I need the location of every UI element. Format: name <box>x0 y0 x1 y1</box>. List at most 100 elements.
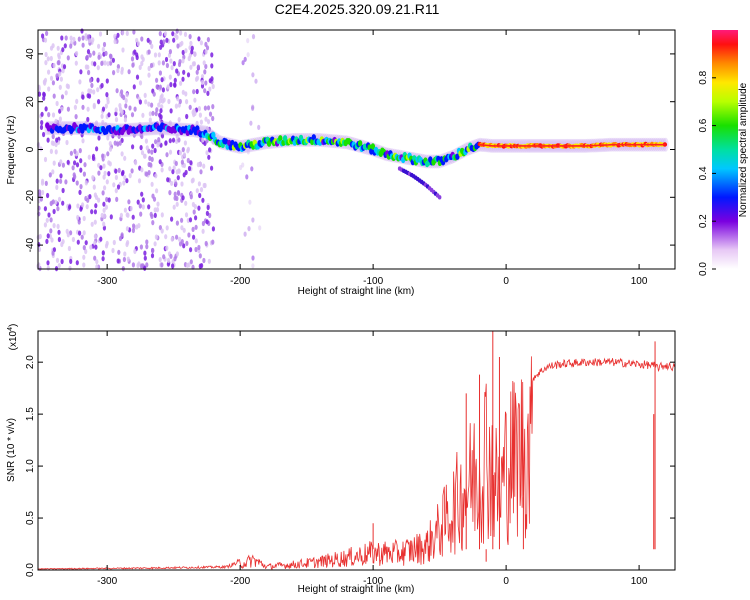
spectrogram-y-label: Frequency (Hz) <box>6 116 17 185</box>
noise-blob <box>105 179 109 185</box>
noise-blob <box>187 262 191 268</box>
noise-blob <box>93 192 97 198</box>
noise-blob <box>73 148 77 154</box>
noise-blob <box>114 111 118 117</box>
noise-blob <box>183 140 187 146</box>
noise-blob <box>106 96 110 102</box>
noise-blob <box>68 204 72 210</box>
noise-blob <box>157 60 161 66</box>
noise-blob <box>161 60 165 66</box>
noise-blob <box>193 97 197 103</box>
noise-blob <box>81 202 85 208</box>
noise-blob <box>188 217 193 223</box>
noise-blob <box>205 219 209 225</box>
noise-blob <box>77 36 81 42</box>
noise-blob <box>157 102 161 108</box>
noise-blob <box>107 171 111 177</box>
noise-blob <box>93 61 97 67</box>
noise-blob <box>197 205 201 211</box>
noise-blob <box>124 98 128 104</box>
noise-blob <box>138 99 142 105</box>
noise-blob <box>204 41 208 48</box>
snr-scale-exponent: 4 <box>7 327 14 331</box>
noise-blob <box>126 256 130 262</box>
noise-blob <box>94 203 98 209</box>
noise-blob <box>204 80 208 86</box>
noise-blob <box>101 250 105 256</box>
y-tick-label: 0.5 <box>25 511 36 525</box>
noise-blob <box>131 214 135 220</box>
noise-blob <box>210 165 214 171</box>
noise-blob <box>254 78 258 84</box>
noise-blob <box>43 222 48 228</box>
noise-blob <box>162 254 166 260</box>
noise-blob <box>46 233 50 239</box>
noise-blob <box>92 104 96 110</box>
noise-blob <box>38 192 42 198</box>
noise-blob <box>78 79 82 85</box>
noise-blob <box>188 104 192 110</box>
noise-blob <box>160 262 164 268</box>
noise-blob <box>117 167 121 173</box>
noise-blob <box>55 184 59 190</box>
noise-blob <box>147 49 151 55</box>
noise-blob <box>122 180 126 186</box>
noise-blob <box>161 87 165 93</box>
noise-blob <box>147 65 151 72</box>
noise-blob <box>82 171 86 177</box>
noise-blob <box>180 217 184 223</box>
noise-blob <box>114 174 118 181</box>
noise-blob <box>133 106 137 112</box>
noise-blob <box>160 133 165 139</box>
noise-blob <box>155 107 159 113</box>
noise-blob <box>144 99 148 105</box>
noise-blob <box>102 225 106 231</box>
noise-blob <box>170 180 174 186</box>
noise-blob <box>158 84 162 90</box>
noise-blob <box>197 244 201 251</box>
noise-blob <box>43 77 48 83</box>
noise-blob <box>182 172 186 178</box>
noise-blob <box>65 139 69 146</box>
noise-blob <box>118 140 122 146</box>
noise-blob <box>128 173 132 179</box>
noise-blob <box>247 226 251 232</box>
noise-blob <box>41 189 45 196</box>
noise-blob <box>211 115 215 122</box>
noise-blob <box>65 83 69 89</box>
noise-blob <box>150 102 154 108</box>
noise-blob <box>56 45 60 51</box>
noise-blob <box>149 62 154 69</box>
noise-blob <box>84 180 88 186</box>
noise-blob <box>130 56 135 62</box>
noise-blob <box>104 204 108 210</box>
noise-blob <box>114 168 118 174</box>
noise-blob <box>207 258 211 264</box>
noise-blob <box>72 36 76 42</box>
noise-blob <box>73 174 77 180</box>
noise-blob <box>201 220 205 227</box>
noise-blob <box>86 93 90 99</box>
noise-blob <box>84 240 88 246</box>
noise-blob <box>120 151 124 157</box>
noise-blob <box>164 140 168 146</box>
noise-blob <box>201 197 205 203</box>
noise-blob <box>97 99 101 105</box>
noise-blob <box>79 69 83 75</box>
noise-blob <box>198 253 202 259</box>
noise-blob <box>154 173 158 179</box>
noise-blob <box>144 171 149 177</box>
ridge-cell <box>370 143 376 150</box>
noise-blob <box>101 119 105 126</box>
noise-blob <box>87 154 91 160</box>
noise-blob <box>211 104 215 110</box>
noise-blob <box>61 239 65 245</box>
noise-blob <box>169 108 173 114</box>
noise-blob <box>61 68 65 74</box>
noise-blob <box>150 156 154 162</box>
noise-blob <box>176 175 180 181</box>
noise-blob <box>239 164 243 171</box>
noise-blob <box>51 169 55 175</box>
noise-blob <box>58 71 62 77</box>
noise-blob <box>245 174 249 180</box>
